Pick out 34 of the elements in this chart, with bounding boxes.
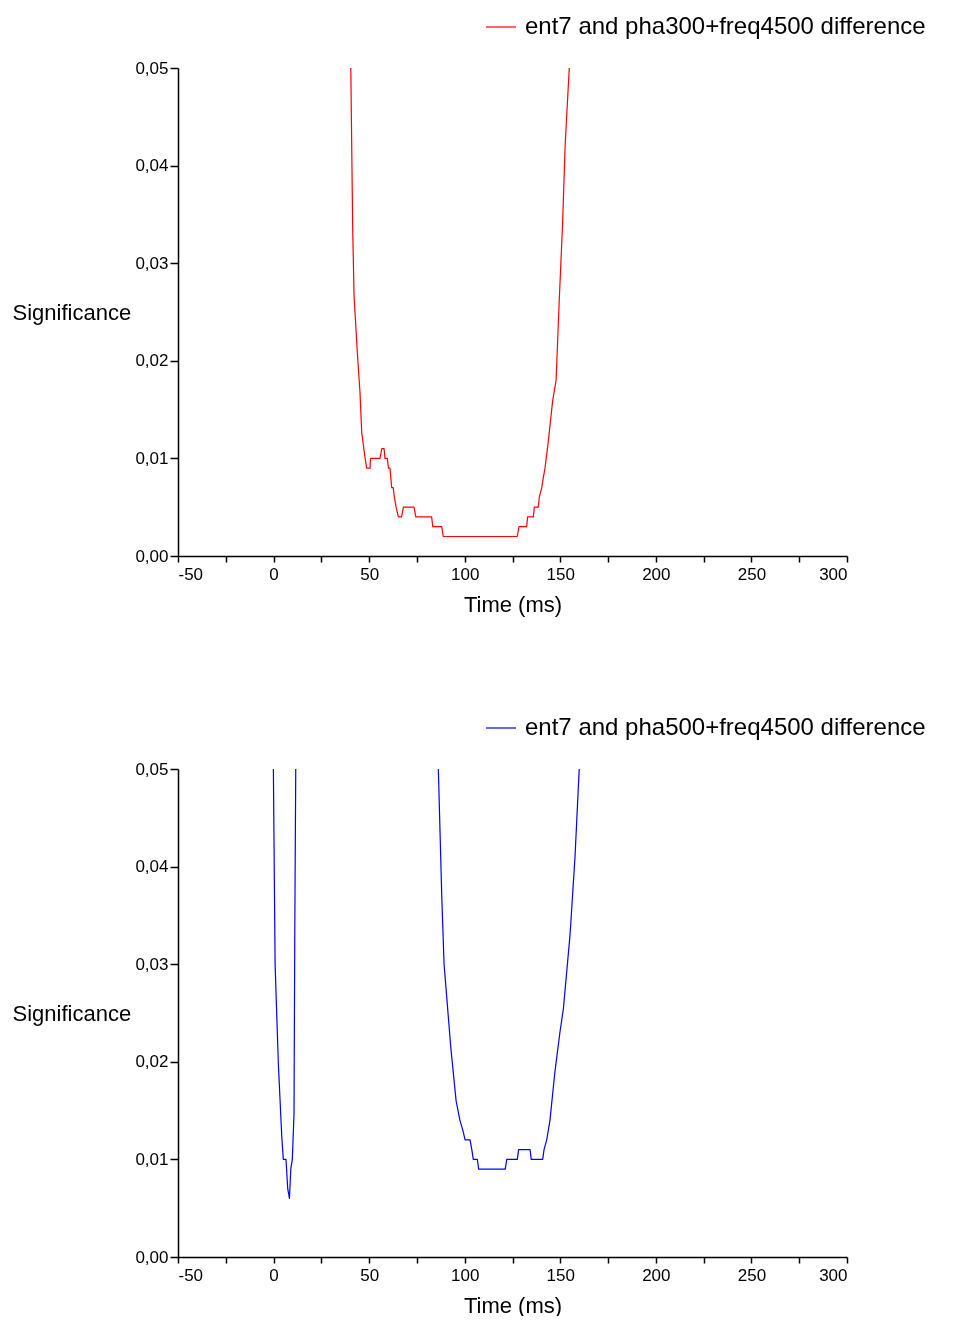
line-series xyxy=(350,68,570,538)
y-tick-label: 0,04 xyxy=(135,857,169,877)
y-axis-title: Significance xyxy=(12,299,132,325)
y-tick-label: 0,00 xyxy=(135,1247,169,1267)
legend-label: ent7 and pha500+freq4500 difference xyxy=(525,713,926,740)
y-tick-label: 0,02 xyxy=(135,1052,169,1072)
x-tick-label: 0 xyxy=(269,564,279,584)
y-tick-label: 0,03 xyxy=(135,954,169,974)
x-tick-label: -50 xyxy=(178,564,204,584)
x-tick-label: 200 xyxy=(642,564,671,584)
y-tick-label: 0,05 xyxy=(135,58,169,78)
x-tick-label: 50 xyxy=(360,564,380,584)
x-tick-label: 250 xyxy=(737,564,767,584)
x-tick-label: 300 xyxy=(819,1265,848,1285)
x-tick-label: 0 xyxy=(269,1265,279,1285)
y-tick-label: 0,04 xyxy=(135,156,169,176)
y-tick-label: 0,01 xyxy=(135,1149,169,1169)
x-tick-label: -50 xyxy=(178,1265,204,1285)
y-axis-title: Significance xyxy=(12,1000,132,1026)
legend-label: ent7 and pha300+freq4500 difference xyxy=(525,12,926,39)
x-tick-label: 150 xyxy=(546,1265,575,1285)
x-tick-label: 50 xyxy=(360,1265,380,1285)
y-tick-label: 0,03 xyxy=(135,253,169,273)
y-tick-label: 0,01 xyxy=(135,448,169,468)
y-tick-label: 0,05 xyxy=(135,759,169,779)
x-tick-label: 100 xyxy=(451,564,480,584)
x-tick-label: 250 xyxy=(737,1265,767,1285)
x-tick-label: 100 xyxy=(451,1265,480,1285)
y-tick-label: 0,00 xyxy=(135,546,169,566)
y-tick-label: 0,02 xyxy=(135,351,169,371)
x-axis-title: Time (ms) xyxy=(463,591,563,617)
x-tick-label: 200 xyxy=(642,1265,671,1285)
x-tick-label: 300 xyxy=(819,564,848,584)
x-tick-label: 150 xyxy=(546,564,575,584)
